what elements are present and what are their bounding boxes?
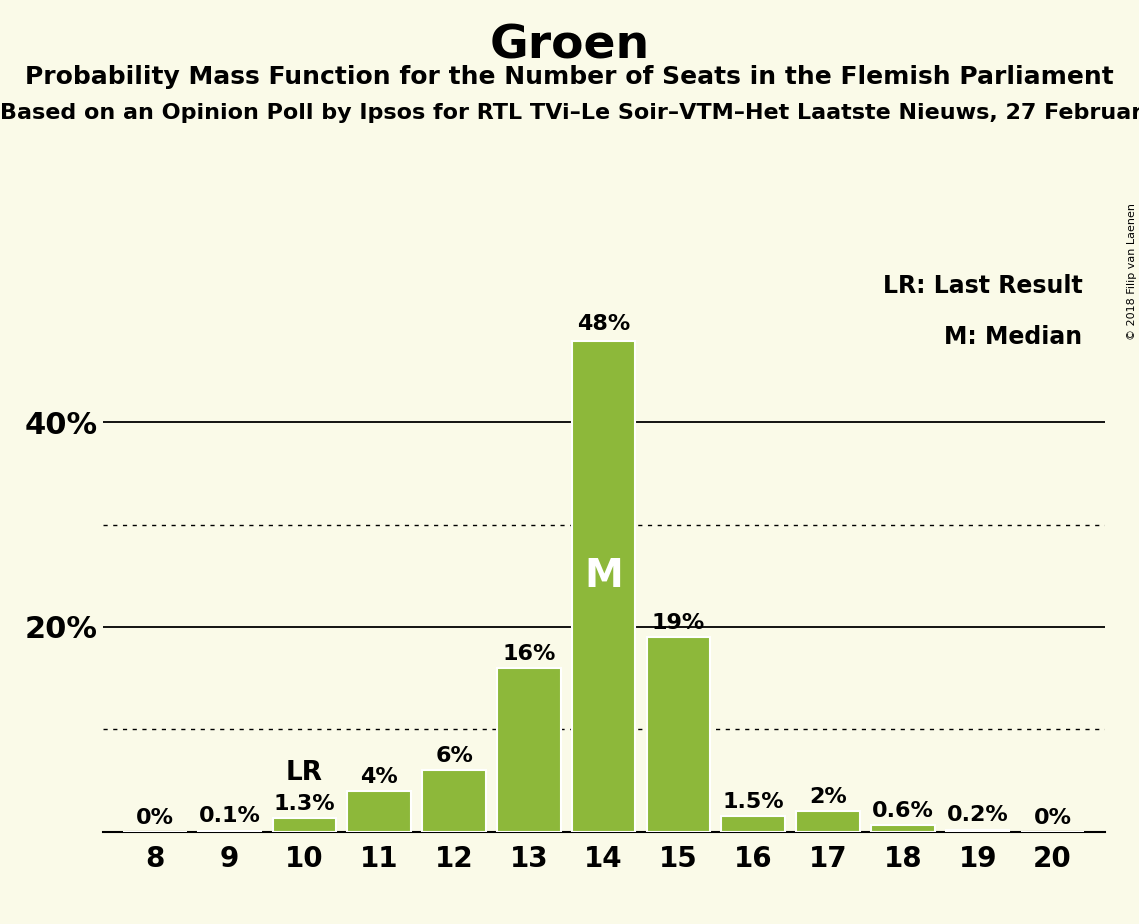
Bar <box>272 819 336 832</box>
Bar <box>497 668 560 832</box>
Text: 4%: 4% <box>360 767 399 786</box>
Text: 1.3%: 1.3% <box>273 795 335 814</box>
Text: Groen: Groen <box>490 23 649 68</box>
Text: M: M <box>584 557 623 595</box>
Text: Based on an Opinion Poll by Ipsos for RTL TVi–Le Soir–VTM–Het Laatste Nieuws, 27: Based on an Opinion Poll by Ipsos for RT… <box>0 103 1139 124</box>
Text: 6%: 6% <box>435 746 473 766</box>
Text: 16%: 16% <box>502 644 556 663</box>
Bar <box>945 830 1009 832</box>
Bar <box>721 816 785 832</box>
Text: 2%: 2% <box>809 787 847 807</box>
Text: 0%: 0% <box>1033 808 1072 828</box>
Text: 0.2%: 0.2% <box>947 806 1008 825</box>
Bar <box>423 771 486 832</box>
Text: Probability Mass Function for the Number of Seats in the Flemish Parliament: Probability Mass Function for the Number… <box>25 65 1114 89</box>
Bar <box>796 811 860 832</box>
Bar <box>871 825 935 832</box>
Bar <box>198 831 262 832</box>
Text: 0.1%: 0.1% <box>198 807 261 826</box>
Text: LR: LR <box>286 760 323 785</box>
Text: LR: Last Result: LR: Last Result <box>883 274 1082 298</box>
Text: M: Median: M: Median <box>944 325 1082 349</box>
Text: 1.5%: 1.5% <box>722 792 784 812</box>
Text: © 2018 Filip van Laenen: © 2018 Filip van Laenen <box>1126 203 1137 340</box>
Bar <box>647 638 711 832</box>
Text: 0%: 0% <box>136 808 174 828</box>
Text: 48%: 48% <box>577 314 630 334</box>
Text: 0.6%: 0.6% <box>872 801 934 821</box>
Bar <box>347 791 411 832</box>
Bar <box>572 341 636 832</box>
Text: 19%: 19% <box>652 614 705 633</box>
